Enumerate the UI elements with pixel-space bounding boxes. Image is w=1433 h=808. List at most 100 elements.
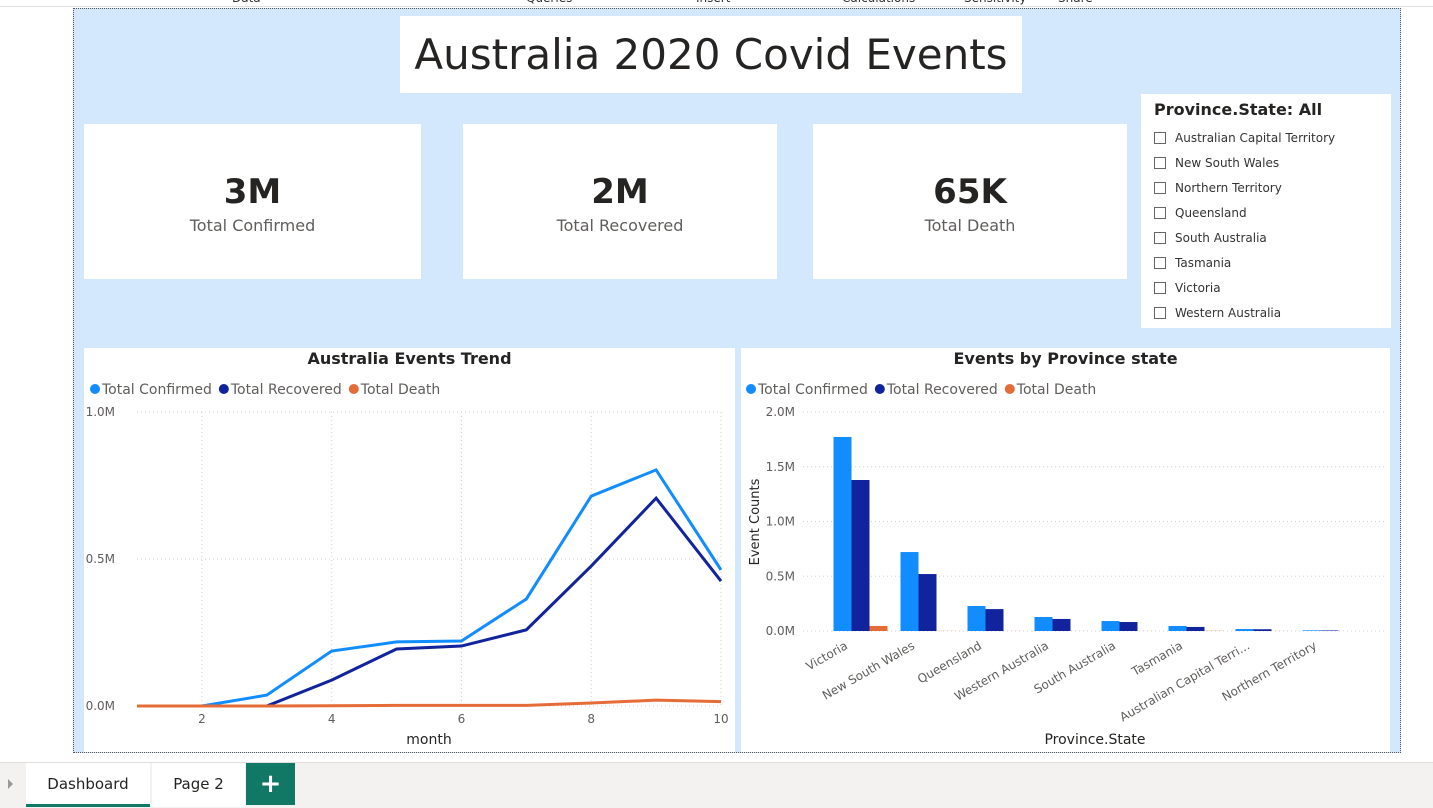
slicer-title: Province.State: All [1154,100,1323,119]
slicer-item-label: Australian Capital Territory [1175,130,1336,145]
y-tick-label: 2.0M [766,405,795,419]
slicer-item-label: South Australia [1175,230,1267,245]
legend-label: Total Recovered [230,382,342,398]
slicer-item[interactable]: Victoria [1154,275,1378,300]
kpi-value: 3M [223,172,282,212]
legend-label: Total Death [360,382,440,398]
slicer-item-label: Western Australia [1175,305,1282,320]
legend-marker [218,384,229,394]
scroll-arrow[interactable] [8,779,13,789]
y-tick-label: 0.0M [766,624,795,638]
slicer-item[interactable]: Western Australia [1154,300,1378,325]
bar [833,436,852,631]
slicer-item[interactable]: South Australia [1154,225,1378,250]
kpi-label: Total Death [924,216,1016,235]
checkbox[interactable] [1154,206,1166,219]
checkbox[interactable] [1154,256,1166,269]
kpi-card: 3M Total Confirmed [84,124,421,279]
slicer-item-label: New South Wales [1175,155,1280,170]
checkbox[interactable] [1154,131,1166,144]
report-title: Australia 2020 Covid Events [400,16,1022,93]
chart-panel: Australia Events Trend Total Confirmed Tot… [84,348,735,752]
x-tick-label: 10 [713,712,728,726]
ribbon-item[interactable]: Share [1058,0,1093,5]
legend-label: Total Confirmed [757,382,868,398]
bar [1119,622,1138,631]
slicer-item[interactable]: New South Wales [1154,150,1378,175]
bar [1168,625,1187,631]
slicer-item-label: Northern Territory [1175,180,1282,195]
line-chart: Australia Events Trend Total Confirmed Tot… [86,349,729,748]
checkbox[interactable] [1154,281,1166,294]
bar [1034,616,1053,631]
y-tick-label: 1.0M [86,405,115,419]
tab[interactable]: Page 2 [152,763,245,807]
bar [1101,621,1120,631]
kpi-value: 65K [933,172,1007,212]
checkbox[interactable] [1154,156,1166,169]
ribbon: Data Queries Insert Calculations Sensiti… [0,0,1433,7]
slicer-item-label: Queensland [1175,205,1247,220]
kpi-label: Total Recovered [556,216,684,235]
x-tick-label: 4 [328,712,336,726]
bar [1235,629,1254,631]
checkbox[interactable] [1154,231,1166,244]
legend-marker [746,384,756,394]
bar [869,625,888,631]
slicer-item[interactable]: Tasmania [1154,250,1378,275]
x-axis-title: month [406,732,451,748]
bar [1186,626,1205,631]
y-tick-label: 1.5M [766,460,795,474]
y-tick-label: 0.5M [86,552,115,566]
checkbox[interactable] [1154,181,1166,194]
kpi-card: 65K Total Death [813,124,1127,279]
legend-marker [90,384,100,394]
checkbox[interactable] [1154,306,1166,319]
bar [1320,630,1339,631]
bar [918,574,937,631]
ribbon-item[interactable]: Sensitivity [964,0,1026,5]
x-tick-label: 8 [587,712,595,726]
x-tick-label: Australian Capital Terri... [1117,638,1252,724]
slicer-item[interactable]: Queensland [1154,200,1378,225]
kpi-card: 2M Total Recovered [463,124,777,279]
slicer: Province.State: All Australian Capital Te… [1141,94,1391,328]
add-page-button[interactable]: + [246,763,295,805]
tab[interactable]: Dashboard [26,763,150,807]
ribbon-item[interactable]: Queries [526,0,572,5]
ribbon-item[interactable]: Calculations [842,0,915,5]
slicer-item[interactable]: Northern Territory [1154,175,1378,200]
legend-label: Total Confirmed [101,382,212,398]
x-tick-label: Victoria [804,638,850,673]
bar [900,552,919,631]
legend-marker [874,384,885,394]
y-tick-label: 0.5M [766,569,795,583]
series-line [137,495,723,708]
legend-marker [348,384,359,394]
kpi-value: 2M [591,172,649,212]
y-axis-title: Event Counts [748,478,763,565]
legend-label: Total Recovered [886,382,998,398]
legend-marker [1004,384,1015,394]
x-tick-label: 2 [198,712,206,726]
slicer-item[interactable]: Australian Capital Territory [1154,125,1378,150]
slicer-item-label: Victoria [1175,280,1221,295]
kpi-label: Total Confirmed [189,216,316,235]
series-line [137,698,722,708]
bar [1302,630,1321,631]
slicer-item-label: Tasmania [1175,255,1232,270]
x-tick-label: 6 [458,712,466,726]
ribbon-item[interactable]: Insert [696,0,730,5]
series-line [137,468,723,708]
bar-chart: Events by Province state Total Confirmed T… [746,349,1386,748]
ribbon-item[interactable]: Data [232,0,261,5]
x-axis-title: Province.State [1044,732,1145,748]
tab-bar: Dashboard Page 2 + [0,762,1433,808]
chart-title: Events by Province state [953,349,1177,368]
bar [967,606,986,631]
bar [985,609,1004,631]
y-tick-label: 0.0M [86,699,115,713]
chart-title: Australia Events Trend [307,349,511,368]
bar [1052,618,1071,631]
